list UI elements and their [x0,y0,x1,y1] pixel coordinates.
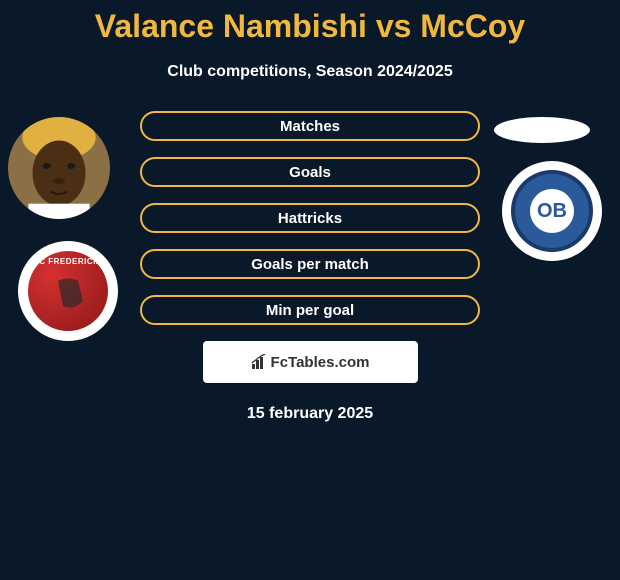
player-face-icon [8,117,110,219]
club-right-inner: OB [511,170,593,252]
stat-bars-container: Matches Goals Hattricks Goals per match … [140,111,480,325]
player-right-avatar-placeholder [494,117,590,143]
stat-label: Goals [289,164,331,181]
club-left-inner: FC FREDERICIA [28,251,108,331]
stat-bar-goals: Goals [140,157,480,187]
stat-label: Goals per match [251,256,369,273]
chart-icon [251,354,267,370]
stat-bar-matches: Matches [140,111,480,141]
comparison-area: FC FREDERICIA OB Matches Goals Hattricks… [0,111,620,423]
stat-bar-goals-per-match: Goals per match [140,249,480,279]
footer-brand-text: FcTables.com [271,354,370,371]
page-title: Valance Nambishi vs McCoy [0,0,620,45]
club-left-badge: FC FREDERICIA [18,241,118,341]
club-left-icon [28,251,108,331]
stat-bar-hattricks: Hattricks [140,203,480,233]
page-subtitle: Club competitions, Season 2024/2025 [0,63,620,81]
stat-label: Matches [280,118,340,135]
player-left-avatar [8,117,110,219]
stat-bar-min-per-goal: Min per goal [140,295,480,325]
footer-brand-box[interactable]: FcTables.com [203,341,418,383]
stat-label: Hattricks [278,210,342,227]
date-text: 15 february 2025 [0,405,620,423]
club-right-initials: OB [530,189,574,233]
club-right-badge: OB [502,161,602,261]
stat-label: Min per goal [266,302,354,319]
